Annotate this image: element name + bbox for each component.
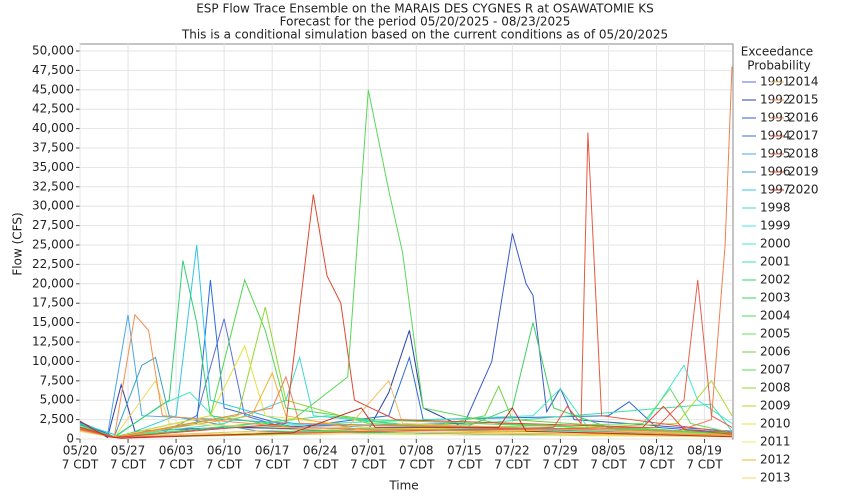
x-tick-label: 06/24 <box>303 444 338 458</box>
x-tick-label: 08/05 <box>591 444 626 458</box>
y-tick-label: 2,500 <box>40 412 74 426</box>
x-tick-label: 06/17 <box>255 444 290 458</box>
chart-subtitle: Forecast for the period 05/20/2025 - 08/… <box>280 15 571 29</box>
legend-label: 2009 <box>760 399 791 413</box>
y-tick-label: 37,500 <box>32 141 74 155</box>
y-tick-label: 45,000 <box>32 82 74 96</box>
x-tick-label: 07/01 <box>351 444 386 458</box>
y-tick-label: 47,500 <box>32 63 74 77</box>
legend-label: 2001 <box>760 255 791 269</box>
legend-label: 2008 <box>760 381 791 395</box>
y-tick-label: 12,500 <box>32 335 74 349</box>
legend-title: Exceedance <box>741 45 813 59</box>
y-tick-label: 32,500 <box>32 179 74 193</box>
legend-label: 2020 <box>788 183 819 197</box>
x-tick-label: 07/22 <box>495 444 530 458</box>
legend-label: 2011 <box>760 435 791 449</box>
x-tick-label: 7 CDT <box>206 458 243 472</box>
y-tick-label: 42,500 <box>32 102 74 116</box>
flow-trace <box>79 66 733 438</box>
legend-label: 2010 <box>760 417 791 431</box>
y-tick-label: 15,000 <box>32 315 74 329</box>
legend-title: Probability <box>747 59 810 73</box>
y-tick-label: 35,000 <box>32 160 74 174</box>
x-tick-label: 07/29 <box>543 444 578 458</box>
x-tick-label: 7 CDT <box>110 458 147 472</box>
x-tick-label: 06/10 <box>207 444 242 458</box>
legend-label: 2013 <box>760 471 791 485</box>
y-tick-label: 30,000 <box>32 199 74 213</box>
x-tick-label: 7 CDT <box>542 458 579 472</box>
legend-label: 2000 <box>760 237 791 251</box>
y-tick-label: 20,000 <box>32 276 74 290</box>
y-tick-label: 25,000 <box>32 238 74 252</box>
y-tick-label: 10,000 <box>32 354 74 368</box>
x-tick-label: 7 CDT <box>350 458 387 472</box>
x-tick-label: 7 CDT <box>494 458 531 472</box>
legend-label: 2005 <box>760 327 791 341</box>
x-tick-label: 7 CDT <box>446 458 483 472</box>
x-tick-label: 05/27 <box>111 444 146 458</box>
legend-label: 2014 <box>788 75 819 89</box>
chart-title: ESP Flow Trace Ensemble on the MARAIS DE… <box>196 2 654 16</box>
x-tick-label: 08/12 <box>639 444 674 458</box>
y-tick-label: 5,000 <box>40 393 74 407</box>
legend-label: 2018 <box>788 147 819 161</box>
y-axis-label: Flow (CFS) <box>11 212 25 275</box>
x-tick-label: 7 CDT <box>686 458 723 472</box>
flow-trace <box>79 233 733 438</box>
plot-frame <box>79 43 734 440</box>
x-tick-label: 08/19 <box>687 444 722 458</box>
legend-label: 1998 <box>760 201 791 215</box>
legend-label: 2004 <box>760 309 791 323</box>
flow-trace <box>79 278 733 438</box>
x-tick-label: 05/20 <box>63 444 98 458</box>
x-tick-label: 7 CDT <box>638 458 675 472</box>
y-tick-label: 0 <box>66 432 74 446</box>
x-tick-label: 07/08 <box>399 444 434 458</box>
y-tick-label: 50,000 <box>32 44 74 58</box>
legend-label: 2012 <box>760 453 791 467</box>
legend-label: 2007 <box>760 363 791 377</box>
x-axis-label: Time <box>388 479 418 493</box>
legend-label: 2003 <box>760 291 791 305</box>
legend-label: 2019 <box>788 165 819 179</box>
flow-trace <box>79 89 733 438</box>
legend-label: 2006 <box>760 345 791 359</box>
x-tick-label: 07/15 <box>447 444 482 458</box>
y-tick-label: 22,500 <box>32 257 74 271</box>
legend-label: 2002 <box>760 273 791 287</box>
flow-trace <box>79 260 733 438</box>
flow-trace <box>79 132 733 438</box>
y-tick-label: 27,500 <box>32 218 74 232</box>
x-tick-label: 7 CDT <box>62 458 99 472</box>
x-tick-label: 06/03 <box>159 444 194 458</box>
y-tick-label: 7,500 <box>40 373 74 387</box>
flow-trace <box>79 194 733 438</box>
flow-trace <box>79 279 733 438</box>
x-tick-label: 7 CDT <box>254 458 291 472</box>
flow-trace <box>79 407 733 439</box>
legend-label: 1999 <box>760 219 791 233</box>
x-tick-label: 7 CDT <box>590 458 627 472</box>
y-tick-label: 40,000 <box>32 121 74 135</box>
x-tick-label: 7 CDT <box>398 458 435 472</box>
x-tick-label: 7 CDT <box>302 458 339 472</box>
flow-trace <box>79 318 733 438</box>
chart-note: This is a conditional simulation based o… <box>181 28 668 42</box>
flow-trace <box>79 313 733 438</box>
legend-label: 2016 <box>788 111 819 125</box>
legend-label: 2015 <box>788 93 819 107</box>
x-tick-label: 7 CDT <box>158 458 195 472</box>
y-tick-label: 17,500 <box>32 296 74 310</box>
legend-label: 2017 <box>788 129 819 143</box>
